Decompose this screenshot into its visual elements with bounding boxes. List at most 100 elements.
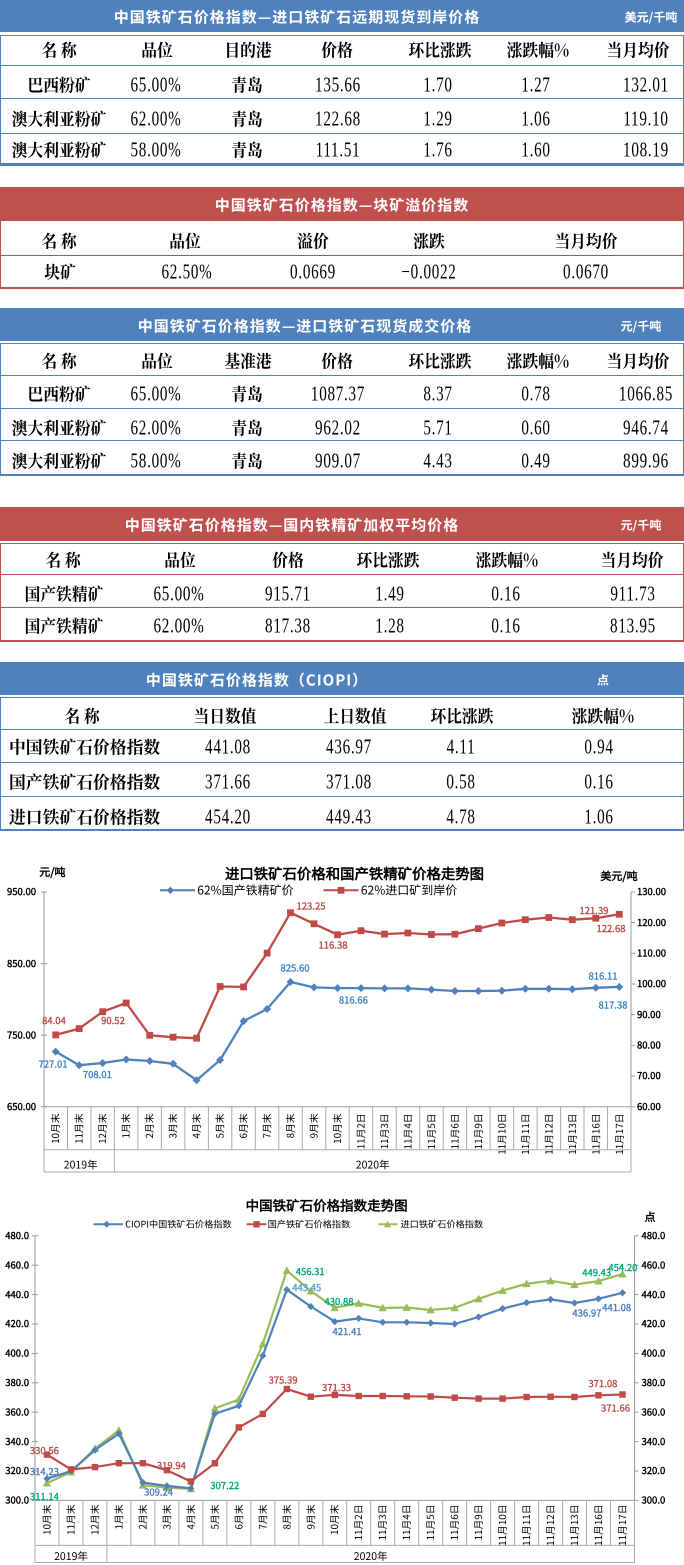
svg-text:11月4日: 11月4日 (400, 1113, 414, 1149)
svg-text:62%国产铁精矿价: 62%国产铁精矿价 (197, 882, 293, 899)
svg-text:11月12日: 11月12日 (543, 1505, 557, 1546)
svg-text:440.0: 440.0 (4, 1287, 29, 1301)
svg-text:点: 点 (645, 1209, 656, 1225)
svg-text:8月末: 8月末 (279, 1504, 293, 1529)
svg-text:100.00: 100.00 (637, 976, 666, 990)
svg-text:84.04: 84.04 (42, 1013, 66, 1027)
svg-text:11月17日: 11月17日 (612, 1113, 626, 1154)
svg-text:11月12日: 11月12日 (541, 1113, 555, 1154)
svg-text:5月末: 5月末 (213, 1113, 227, 1138)
svg-text:436.97: 436.97 (571, 1306, 602, 1320)
svg-text:320.0: 320.0 (642, 1463, 666, 1477)
svg-text:443.45: 443.45 (291, 1280, 321, 1294)
svg-text:10月末: 10月末 (40, 1504, 54, 1535)
svg-text:850.00: 850.00 (7, 956, 36, 970)
svg-text:380.0: 380.0 (5, 1375, 29, 1389)
svg-text:11月11日: 11月11日 (519, 1505, 533, 1546)
svg-text:11月13日: 11月13日 (567, 1505, 581, 1546)
svg-text:330.56: 330.56 (30, 1443, 60, 1457)
svg-text:319.94: 319.94 (157, 1458, 187, 1472)
svg-text:4月末: 4月末 (183, 1504, 197, 1529)
svg-text:美元/吨: 美元/吨 (600, 868, 637, 884)
svg-text:441.08: 441.08 (601, 1300, 632, 1314)
svg-text:816.66: 816.66 (339, 993, 369, 1007)
svg-text:CIOPI中国铁矿石价格指数: CIOPI中国铁矿石价格指数 (125, 1216, 232, 1230)
svg-text:309.24: 309.24 (144, 1485, 174, 1499)
svg-text:2019年: 2019年 (54, 1549, 88, 1564)
svg-text:11月17日: 11月17日 (615, 1505, 629, 1546)
svg-text:8月末: 8月末 (283, 1113, 297, 1138)
svg-text:12月末: 12月末 (95, 1113, 109, 1144)
svg-text:10月末: 10月末 (48, 1113, 62, 1144)
svg-text:825.60: 825.60 (280, 961, 309, 975)
svg-text:11月6日: 11月6日 (447, 1113, 461, 1149)
svg-text:3月末: 3月末 (166, 1113, 180, 1138)
svg-text:816.11: 816.11 (588, 969, 617, 983)
svg-text:60.00: 60.00 (637, 1099, 661, 1113)
svg-text:120.00: 120.00 (637, 915, 666, 929)
svg-text:116.38: 116.38 (318, 938, 348, 952)
svg-text:340.0: 340.0 (5, 1434, 29, 1448)
svg-text:11月2日: 11月2日 (354, 1113, 368, 1149)
svg-text:9月末: 9月末 (307, 1113, 321, 1138)
svg-text:5月末: 5月末 (207, 1504, 221, 1529)
svg-text:727.01: 727.01 (38, 1057, 67, 1071)
svg-text:420.0: 420.0 (641, 1316, 666, 1330)
svg-text:360.0: 360.0 (5, 1404, 29, 1418)
svg-text:7月末: 7月末 (255, 1504, 269, 1529)
svg-text:中国铁矿石价格指数走势图: 中国铁矿石价格指数走势图 (246, 1195, 408, 1215)
svg-text:449.43: 449.43 (581, 1265, 611, 1279)
svg-text:307.22: 307.22 (210, 1478, 239, 1492)
svg-text:11月3日: 11月3日 (375, 1505, 389, 1541)
svg-text:817.38: 817.38 (598, 998, 628, 1012)
svg-text:380.0: 380.0 (642, 1375, 666, 1389)
svg-text:460.0: 460.0 (4, 1257, 29, 1271)
svg-text:80.00: 80.00 (637, 1038, 661, 1052)
svg-text:2月末: 2月末 (135, 1504, 149, 1529)
svg-text:11月4日: 11月4日 (399, 1505, 413, 1541)
svg-text:11月5日: 11月5日 (424, 1113, 438, 1149)
svg-text:950.00: 950.00 (7, 884, 36, 898)
svg-text:480.0: 480.0 (4, 1228, 29, 1242)
svg-text:708.01: 708.01 (83, 1067, 112, 1081)
svg-text:11月3日: 11月3日 (377, 1113, 391, 1149)
svg-text:300.0: 300.0 (5, 1493, 29, 1507)
svg-text:314.23: 314.23 (30, 1464, 59, 1478)
svg-text:12月末: 12月末 (88, 1504, 102, 1535)
svg-text:11月9日: 11月9日 (471, 1505, 485, 1541)
svg-text:750.00: 750.00 (7, 1027, 36, 1041)
svg-text:110.00: 110.00 (637, 946, 666, 960)
svg-text:70.00: 70.00 (637, 1068, 661, 1082)
svg-text:6月末: 6月末 (231, 1504, 245, 1529)
svg-text:420.0: 420.0 (4, 1316, 29, 1330)
svg-text:9月末: 9月末 (303, 1504, 317, 1529)
svg-text:11月16日: 11月16日 (588, 1113, 602, 1154)
svg-text:460.0: 460.0 (641, 1257, 666, 1271)
svg-text:11月10日: 11月10日 (495, 1505, 509, 1546)
svg-text:11月5日: 11月5日 (423, 1505, 437, 1541)
svg-text:90.00: 90.00 (637, 1007, 661, 1021)
svg-text:90.52: 90.52 (101, 1013, 125, 1027)
svg-text:440.0: 440.0 (641, 1287, 666, 1301)
svg-text:371.33: 371.33 (322, 1380, 351, 1394)
svg-text:480.0: 480.0 (641, 1228, 666, 1242)
svg-text:11月2日: 11月2日 (351, 1505, 365, 1541)
svg-text:进口铁矿石价格指数: 进口铁矿石价格指数 (401, 1216, 484, 1230)
svg-text:1月末: 1月末 (111, 1504, 125, 1529)
svg-text:123.25: 123.25 (296, 899, 325, 913)
svg-text:11月末: 11月末 (72, 1113, 86, 1144)
svg-text:6月末: 6月末 (236, 1113, 250, 1138)
svg-text:456.31: 456.31 (295, 1264, 325, 1278)
svg-text:62%进口矿到岸价: 62%进口矿到岸价 (361, 882, 457, 899)
svg-text:300.0: 300.0 (642, 1493, 666, 1507)
svg-text:360.0: 360.0 (642, 1404, 666, 1418)
svg-text:371.66: 371.66 (601, 1401, 631, 1415)
svg-text:650.00: 650.00 (7, 1099, 36, 1113)
svg-text:11月6日: 11月6日 (447, 1505, 461, 1541)
svg-text:7月末: 7月末 (260, 1113, 274, 1138)
svg-text:371.08: 371.08 (588, 1376, 618, 1390)
svg-text:国产铁矿石价格指数: 国产铁矿石价格指数 (268, 1216, 351, 1230)
svg-text:4月末: 4月末 (189, 1113, 203, 1138)
svg-text:11月9日: 11月9日 (471, 1113, 485, 1149)
svg-text:121.39: 121.39 (579, 903, 608, 917)
